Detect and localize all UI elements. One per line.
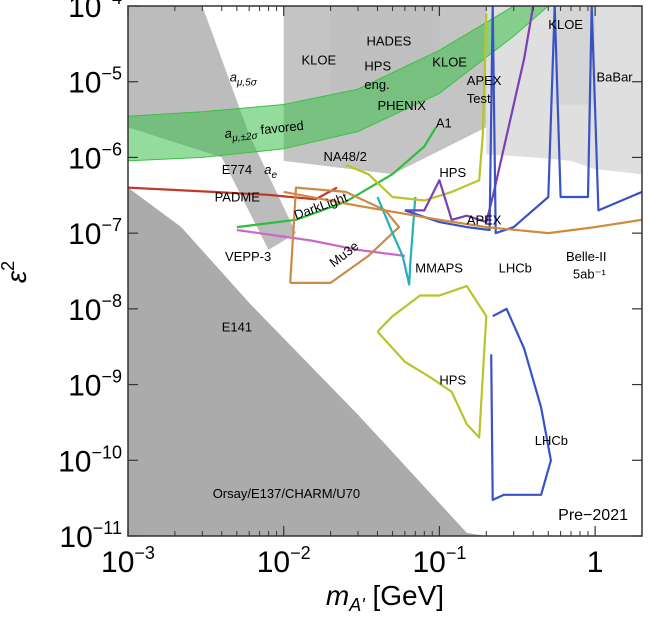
annotation-e774-12: E774: [222, 162, 252, 177]
y-tick-label: 10−5: [68, 64, 122, 100]
y-tick-label: 10−7: [68, 215, 122, 251]
curve-mmaps-5: [376, 196, 417, 286]
y-tick-label: 10−8: [68, 291, 122, 327]
annotation-hps-14: HPS: [439, 165, 466, 180]
x-tick-label: 10−1: [412, 543, 466, 579]
annotation-apex-5: APEX: [467, 73, 502, 88]
annotation-phenix-7: PHENIX: [378, 98, 427, 113]
curve-apex-8: [404, 6, 535, 224]
annotation-mmaps-21: MMAPS: [415, 261, 463, 276]
series-layer: [128, 6, 642, 501]
x-tick-label: 10−2: [257, 543, 311, 579]
annotation-a-5-28: aμ,5σ: [230, 70, 258, 89]
curve-hps-7: [376, 285, 488, 439]
annotation-kloe-9: KLOE: [548, 17, 583, 32]
annotation-layer: KLOEHADESHPSeng.KLOEAPEXTestPHENIXA1KLOE…: [213, 17, 634, 501]
annotation-e141-13: E141: [222, 320, 252, 335]
annotation-a1-8: A1: [436, 115, 452, 130]
region-orsay-e137-charm-u70-0: [128, 187, 487, 536]
annotation-a-e-27: ae: [264, 162, 277, 181]
curve-darklight-2: [236, 126, 437, 229]
band-a-2-favored-0: [128, 6, 550, 162]
annotation-belle-ii-17: Belle-II: [566, 249, 606, 264]
corner-label: Pre−2021: [558, 507, 628, 524]
curve-hps-6: [345, 13, 488, 202]
y-tick-label: 10−10: [58, 442, 122, 478]
annotation-padme-19: PADME: [215, 190, 261, 205]
annotation-kloe-0: KLOE: [302, 52, 337, 67]
curve-lhcb-10: [490, 307, 553, 501]
y-axis-title: ε2: [0, 261, 32, 283]
annotation-hps-22: HPS: [439, 373, 466, 388]
annotation-babar-10: BaBar: [597, 70, 634, 85]
annotation-na48-2-11: NA48/2: [324, 149, 367, 164]
axis-layer: 10−3 10−2 10−1 110−1110−1010−910−810−710−61…: [58, 0, 643, 579]
annotation-test-6: Test: [467, 91, 491, 106]
curve-mu3e-4: [289, 186, 401, 284]
annotation-lhcb-23: LHCb: [535, 433, 568, 448]
y-tick-label: 10−4: [68, 0, 122, 24]
curve-belle-ii-5ab-11: [283, 190, 642, 235]
annotation-apex-15: APEX: [467, 213, 502, 228]
annotation-5ab-18: 5ab⁻¹: [573, 267, 607, 282]
y-tick-label: 10−11: [59, 518, 122, 554]
annotation-eng-3: eng.: [364, 77, 389, 92]
annotation-orsay-e137-charm-u70-24: Orsay/E137/CHARM/U70: [213, 486, 360, 501]
y-tick-label: 10−9: [68, 367, 122, 403]
annotation-a-2-favored-29: aμ,±2σ favored: [224, 118, 305, 145]
x-axis-title: mA' [GeV]: [326, 580, 444, 615]
curve-padme-1: [128, 186, 338, 201]
annotation-lhcb-16: LHCb: [499, 261, 532, 276]
y-tick-label: 10−6: [68, 139, 122, 175]
annotation-hps-2: HPS: [364, 59, 391, 74]
x-tick-label: 10−3: [101, 543, 155, 579]
annotation-vepp-3-20: VEPP-3: [225, 249, 271, 264]
plot-frame: [127, 5, 643, 537]
annotation-hades-1: HADES: [367, 34, 412, 49]
annotation-kloe-4: KLOE: [432, 54, 467, 69]
curve-vepp-3-3: [236, 228, 406, 257]
x-tick-label: 1: [587, 546, 604, 579]
curve-lhcb-9: [404, 6, 642, 235]
